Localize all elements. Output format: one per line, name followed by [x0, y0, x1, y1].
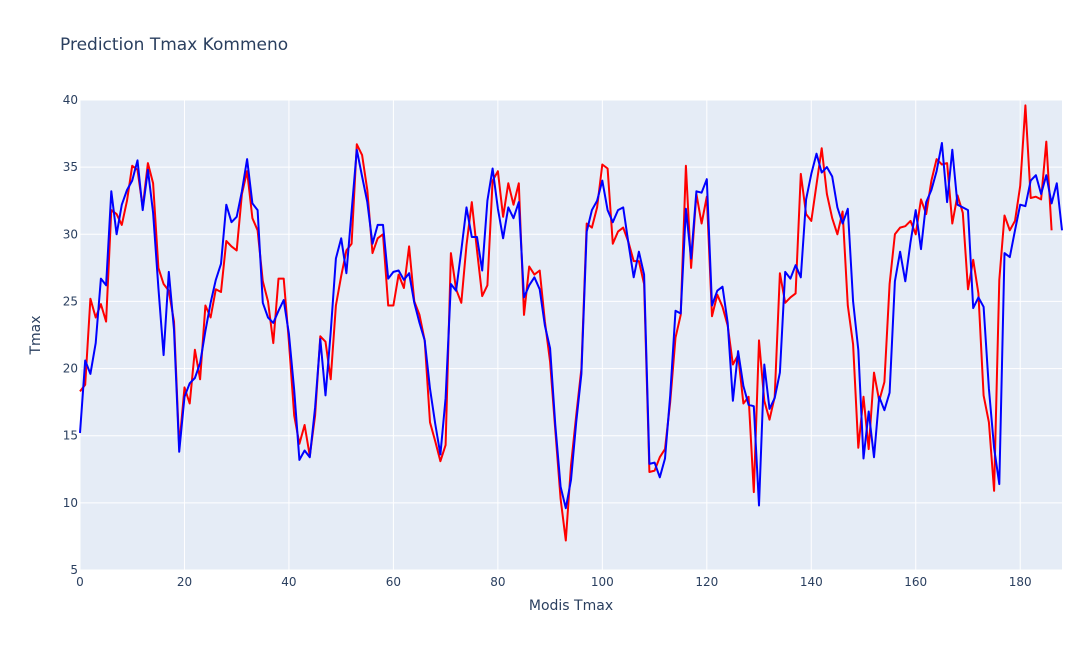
- x-tick-label: 20: [177, 575, 192, 589]
- y-axis-title: Tmax: [28, 315, 44, 355]
- y-tick-label: 40: [63, 93, 78, 107]
- x-tick-label: 140: [800, 575, 823, 589]
- x-tick-label: 40: [281, 575, 296, 589]
- y-tick-label: 15: [63, 429, 78, 443]
- x-tick-label: 120: [695, 575, 718, 589]
- series-line-2: [79, 142, 1063, 510]
- plot-area: [80, 100, 1062, 570]
- series-layer: [79, 104, 1063, 542]
- y-tick-label: 35: [63, 160, 78, 174]
- x-tick-label: 0: [76, 575, 84, 589]
- chart-title: Prediction Tmax Kommeno: [60, 35, 288, 55]
- y-tick-label: 25: [63, 294, 78, 308]
- x-axis-title: Modis Tmax: [529, 598, 613, 614]
- y-axis-ticks: 5 10 15 20 25 30 35 40: [63, 93, 78, 577]
- y-tick-label: 10: [63, 496, 78, 510]
- x-tick-label: 80: [490, 575, 505, 589]
- x-tick-label: 160: [904, 575, 927, 589]
- y-tick-label: 5: [70, 563, 78, 577]
- y-tick-label: 30: [63, 227, 78, 241]
- x-axis-ticks: 0 20 40 60 80 100 120 140 160 180: [76, 575, 1031, 589]
- x-tick-label: 100: [591, 575, 614, 589]
- x-tick-label: 180: [1009, 575, 1032, 589]
- x-tick-label: 60: [386, 575, 401, 589]
- y-tick-label: 20: [63, 362, 78, 376]
